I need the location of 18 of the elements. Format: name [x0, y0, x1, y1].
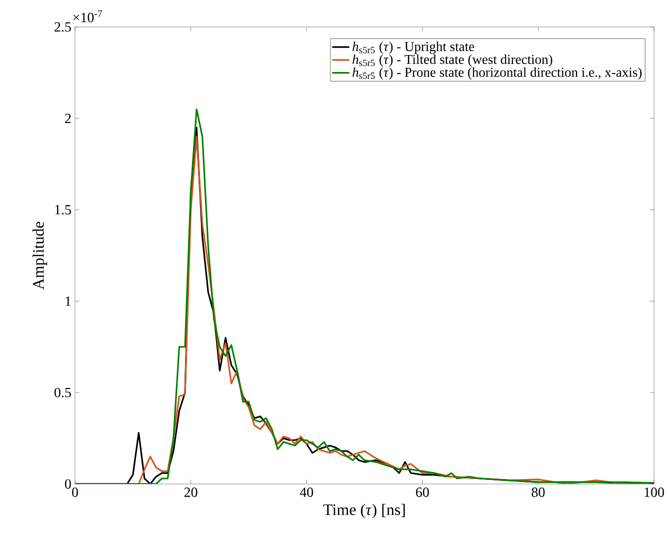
legend-label: h$_{s5r5}$ (τ) - Upright state: [352, 42, 474, 54]
x-tick-label: 100: [644, 488, 664, 497]
y-tick-label: 0.5: [54, 388, 71, 398]
x-tick-label: 80: [532, 488, 545, 497]
text: ×10$^{-7}$: [73, 10, 102, 22]
x-tick-label: 0: [72, 488, 78, 497]
y-axis-title: Amplitude: [32, 222, 48, 290]
x-tick-label: 20: [184, 488, 198, 497]
y-tick-label: 2.5: [54, 22, 71, 32]
y-tick-label: 1: [66, 296, 71, 306]
x-tick-label: 60: [416, 488, 429, 497]
x-tick-label: 40: [300, 488, 314, 497]
y-tick-label: 0: [65, 479, 71, 489]
y-tick-label: 2: [65, 114, 71, 124]
y-tick-label: 1.5: [55, 205, 71, 215]
legend-label: h$_{s5r5}$ (τ) - Prone state (horizontal direction i.e., x-axis): [352, 67, 642, 80]
x-axis-title: Time (τ) [ns]: [323, 504, 405, 518]
legend-label: h$_{s5r5}$ (τ) - Tilted state (west direction): [352, 54, 552, 67]
